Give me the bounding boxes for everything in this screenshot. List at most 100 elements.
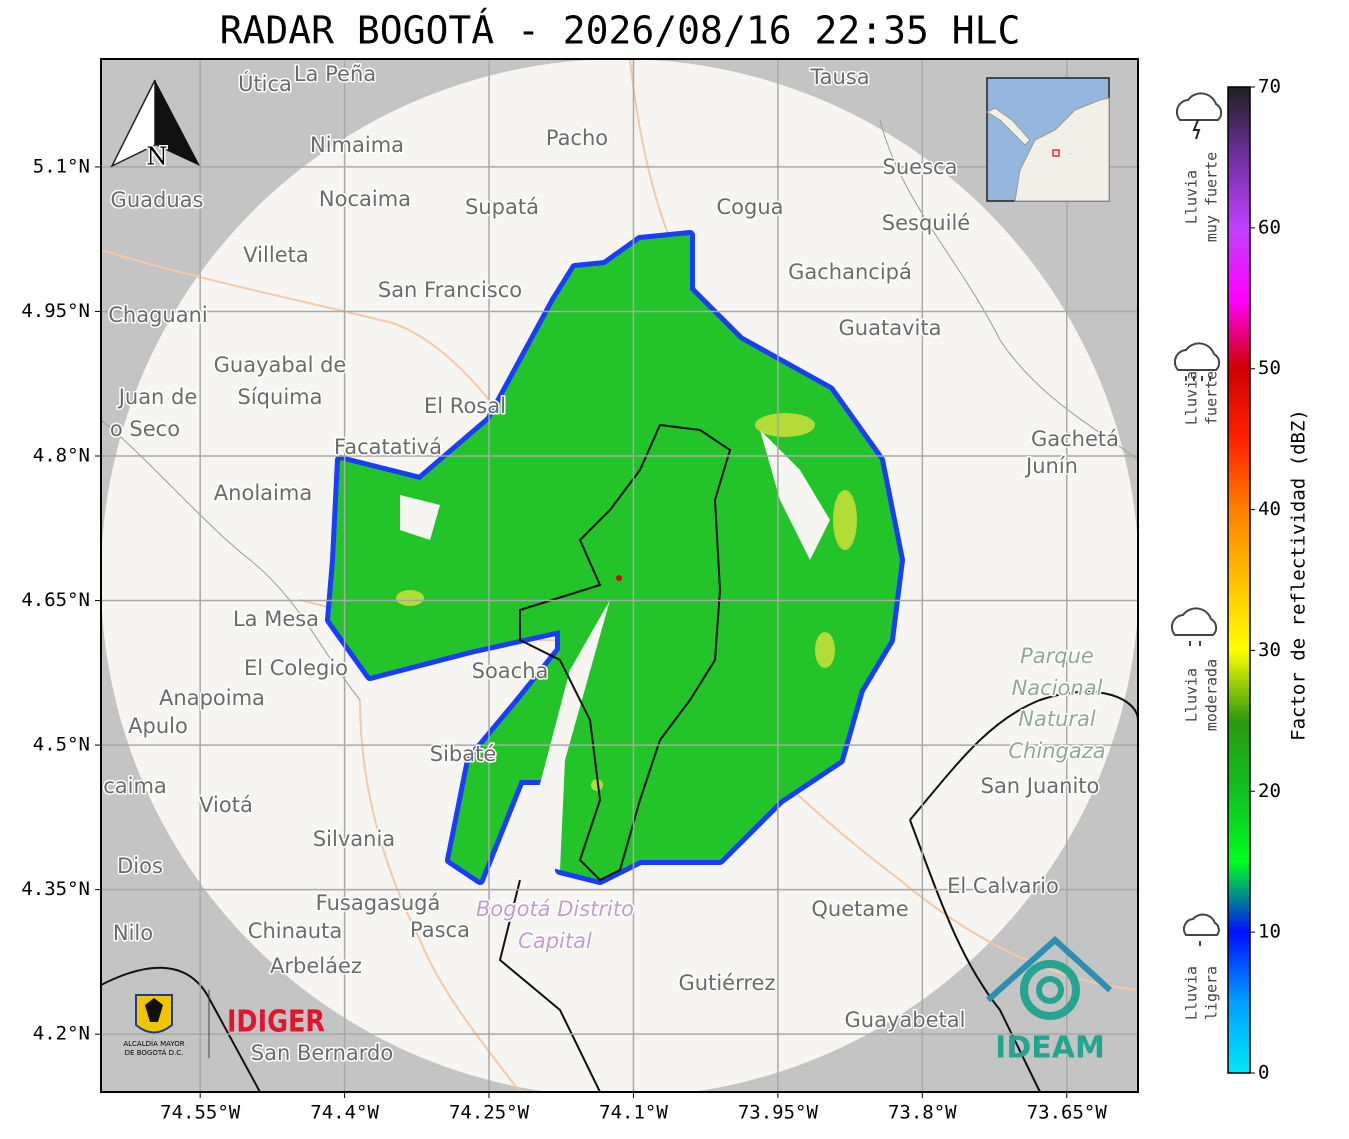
place-label: Dios [117, 854, 163, 878]
lon-tick-label: 74.25°W [449, 1102, 530, 1124]
place-label: Anapoima [159, 686, 265, 710]
place-label: Junín [1024, 454, 1078, 478]
map-frame [100, 58, 1139, 1093]
place-label: Nilo [113, 921, 153, 945]
place-label: San Bernardo [251, 1041, 393, 1065]
lat-tick-label: 4.95°N [21, 300, 90, 322]
alcaldia-text: DE BOGOTÁ D.C. [125, 1048, 184, 1057]
place-label: Chingaza [1008, 739, 1105, 763]
place-label: Facatativá [334, 435, 442, 459]
colorbar-tick-label: 10 [1258, 921, 1281, 943]
rain-icons [1170, 92, 1223, 946]
rain-level-label: Lluvia [1183, 170, 1201, 224]
place-label: Parque [1020, 644, 1094, 668]
place-label: Bogotá Distrito [476, 897, 634, 921]
idiger-logo: IDIGER [227, 1004, 325, 1040]
rain-level-label: muy fuerte [1203, 152, 1221, 242]
colorbar-tick-label: 60 [1258, 216, 1281, 238]
place-label: San Juanito [981, 774, 1100, 798]
place-label: Viotá [199, 793, 253, 817]
bogota-boundary [519, 423, 732, 882]
place-label: Quetame [811, 897, 908, 921]
colorbar-tick-label: 30 [1258, 639, 1281, 661]
ideam-text: IDEAM [995, 1031, 1105, 1066]
place-label: La Mesa [233, 607, 319, 631]
place-labels: Útica La Peña Tausa Pacho Nimaima Guaduas Noca… [102, 61, 1121, 1067]
place-label: Chaguani [108, 303, 208, 327]
lon-tick-label: 74.4°W [310, 1102, 379, 1124]
lon-tick-label: 73.8°W [888, 1102, 957, 1124]
place-label: Cogua [716, 195, 783, 219]
colorbar-tick-label: 50 [1258, 357, 1281, 379]
place-label: Útica [238, 71, 292, 96]
lat-tick-label: 4.35°N [21, 878, 90, 900]
place-label: Sibaté [430, 742, 497, 766]
lon-tick-label: 73.65°W [1027, 1102, 1108, 1124]
ideam-logo: IDEAM [985, 935, 1113, 1066]
radar-echo [325, 230, 905, 885]
place-label: Gachancipá [788, 260, 912, 284]
lat-tick-label: 4.8°N [33, 445, 90, 467]
place-label: Nocaima [319, 187, 411, 211]
rain-level-label: ligera [1203, 966, 1221, 1020]
place-label: Guatavita [839, 316, 942, 340]
place-label: Arbeláez [270, 954, 362, 978]
place-label: Guayabal de [214, 353, 347, 377]
place-label: Pasca [410, 918, 470, 942]
place-label: Sesquilé [882, 211, 970, 235]
lon-tick-label: 73.95°W [738, 1102, 819, 1124]
north-arrow: N [110, 79, 200, 172]
department-boundary [498, 879, 601, 1092]
place-label: San Francisco [378, 278, 522, 302]
rain-level-label: Lluvia [1183, 966, 1201, 1020]
place-label: Gutiérrez [679, 971, 776, 995]
colorbar-tick-label: 0 [1258, 1062, 1269, 1084]
place-label: Anolaima [214, 481, 312, 505]
inset-map [985, 77, 1110, 202]
place-label: Soacha [472, 659, 549, 683]
colorbar-tick-label: 70 [1258, 76, 1281, 98]
rain-level-label: fuerte [1203, 371, 1221, 425]
borders [101, 119, 1138, 701]
place-label: Supatá [465, 195, 539, 219]
north-label: N [147, 143, 168, 171]
lat-tick-label: 5.1°N [33, 155, 90, 177]
place-label: Pacho [546, 126, 608, 150]
place-label: El Rosal [424, 394, 506, 418]
rain-level-label: Lluvia [1183, 371, 1201, 425]
place-label: Fusagasugá [316, 891, 441, 915]
place-label: Villeta [243, 243, 308, 267]
alcaldia-logo: ALCALDÍA MAYOR DE BOGOTÁ D.C. [123, 990, 210, 1058]
colorbar-label: Factor de reflectividad (dBZ) [1288, 409, 1310, 741]
place-label: caima [103, 774, 167, 798]
colorbar-tick-label: 20 [1258, 780, 1281, 802]
lat-tick-label: 4.5°N [33, 734, 90, 756]
alcaldia-text: ALCALDÍA MAYOR [123, 1039, 184, 1048]
place-label: Apulo [128, 714, 188, 738]
place-label: Gachetá [1031, 427, 1119, 451]
map: Útica La Peña Tausa Pacho Nimaima Guaduas Noca… [101, 59, 1138, 1092]
grid [101, 59, 1138, 1092]
place-label: Chinauta [248, 919, 342, 943]
place-label: Guaduas [111, 188, 204, 212]
place-label: Guayabetal [845, 1008, 966, 1032]
colorbar-tick-label: 40 [1258, 498, 1281, 520]
place-label: Juan de [117, 385, 198, 409]
colorbar-ticks: 0 10 20 30 40 50 60 70 [1250, 76, 1281, 1084]
place-label: Nimaima [310, 133, 404, 157]
place-label: Silvania [313, 827, 395, 851]
lon-tick-label: 74.55°W [160, 1102, 241, 1124]
place-label: Nacional [1012, 676, 1103, 700]
lon-tick-label: 74.1°W [599, 1102, 668, 1124]
lat-tick-label: 4.65°N [21, 589, 90, 611]
lat-tick-label: 4.2°N [33, 1023, 90, 1045]
place-label: El Calvario [947, 874, 1059, 898]
place-label: La Peña [294, 62, 376, 86]
place-label: Síquima [238, 385, 323, 409]
colorbar [1227, 86, 1251, 1074]
place-label: o Seco [110, 417, 180, 441]
place-label: El Colegio [244, 656, 348, 680]
place-label: Capital [518, 929, 592, 953]
